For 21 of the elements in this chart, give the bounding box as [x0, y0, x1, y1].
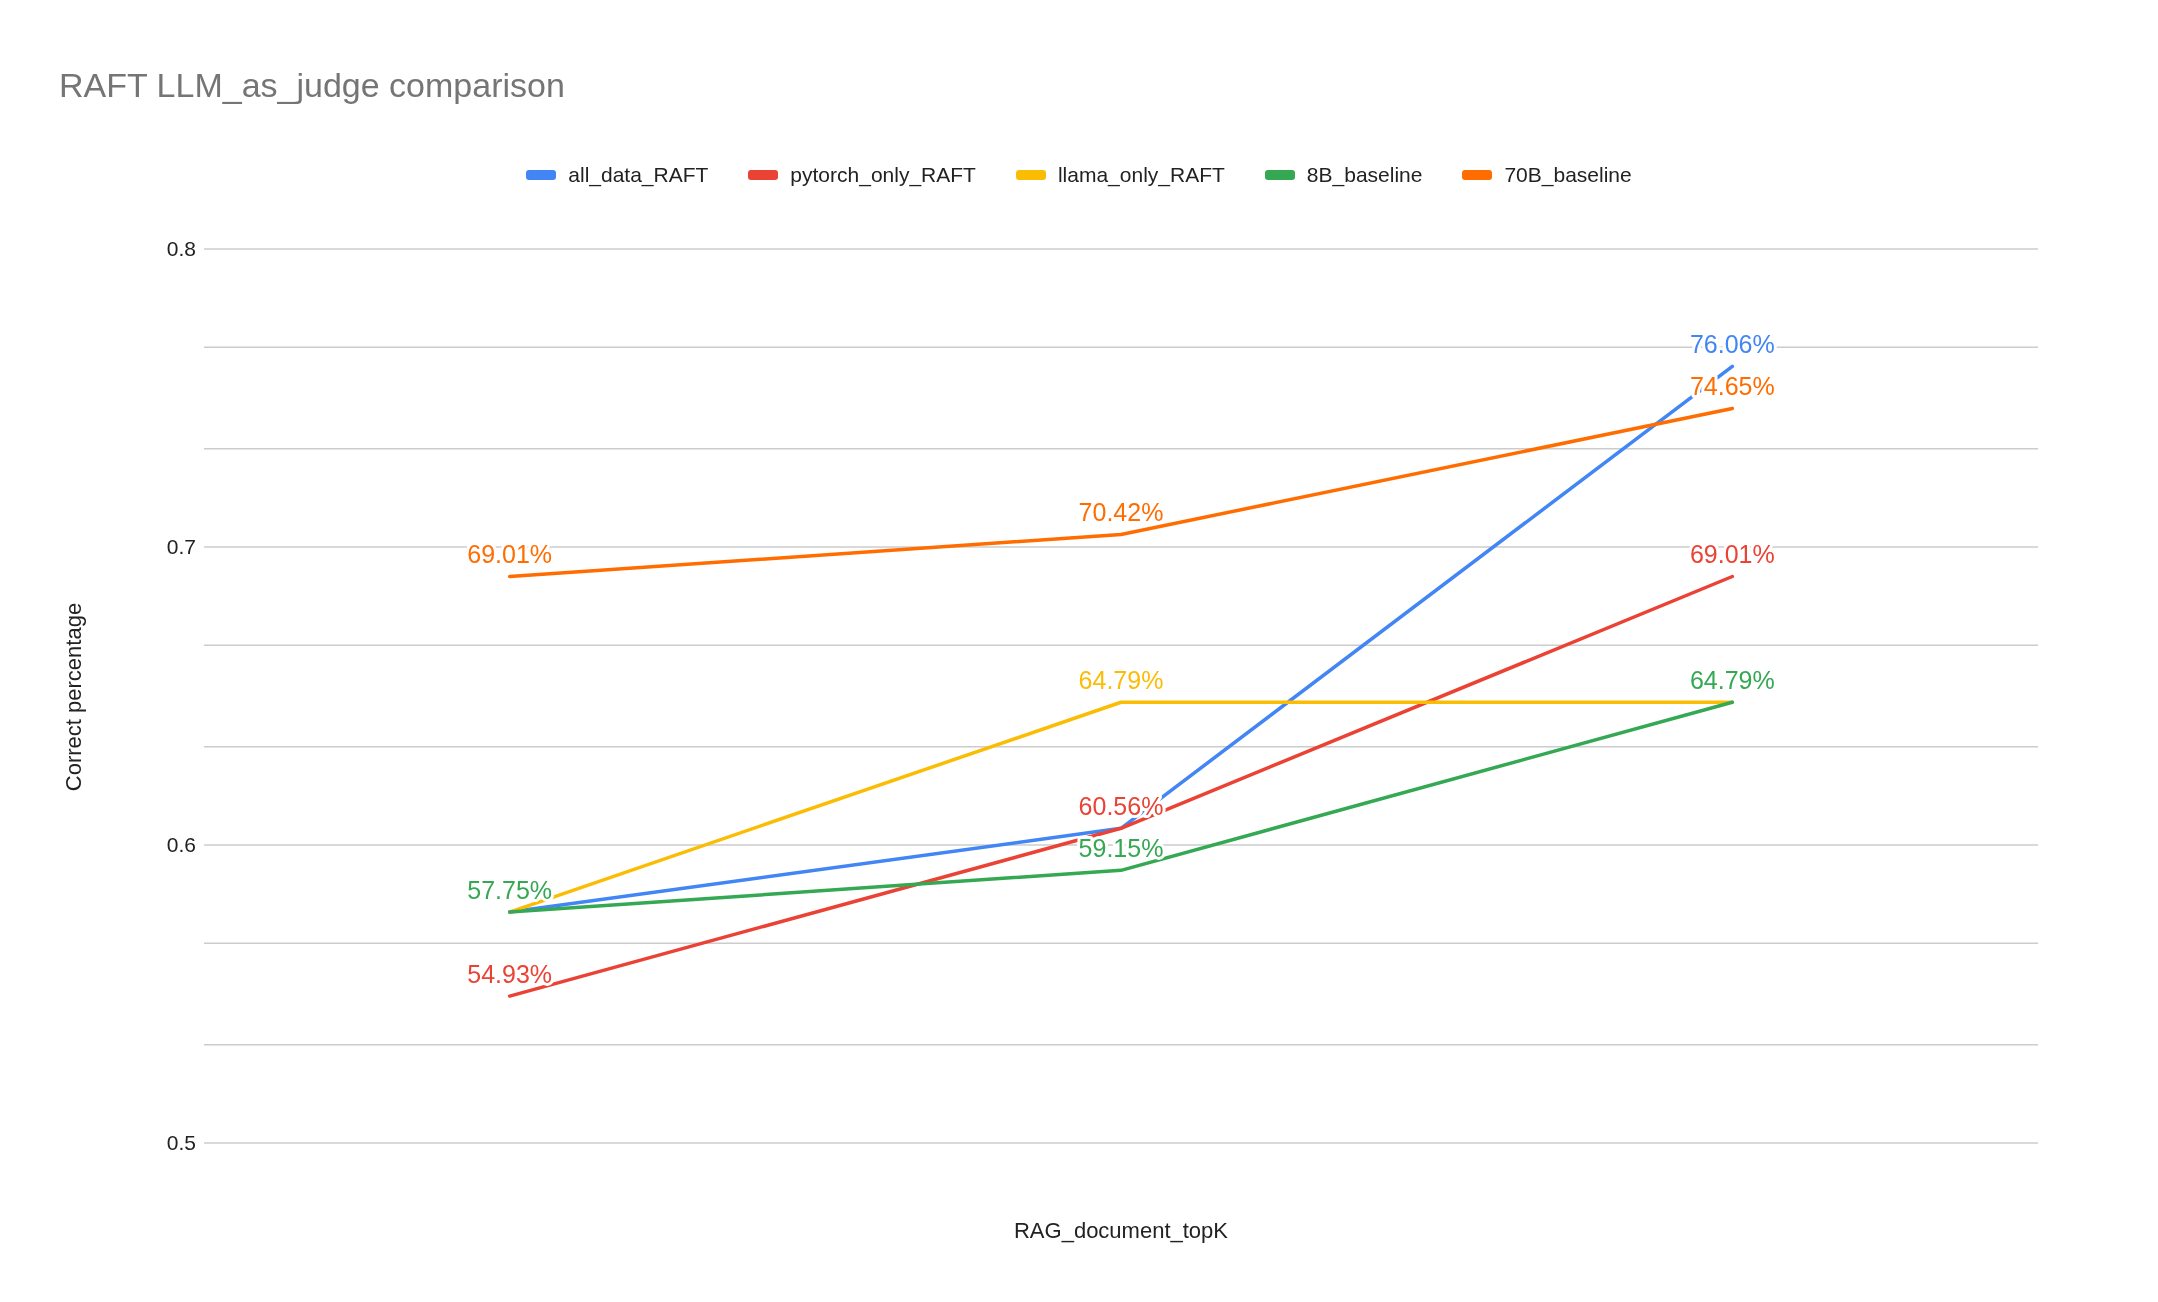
data-label: 69.01% — [467, 539, 553, 568]
legend-label: pytorch_only_RAFT — [790, 163, 976, 187]
legend-label: all_data_RAFT — [568, 163, 709, 187]
data-label: 59.15% — [1078, 834, 1164, 863]
data-label: 76.06% — [1689, 329, 1775, 358]
y-tick-label: 0.7 — [166, 535, 196, 559]
data-label: 54.93% — [467, 959, 553, 988]
y-tick-label: 0.6 — [166, 833, 196, 857]
data-label: 57.75% — [467, 875, 553, 904]
legend-label: 70B_baseline — [1504, 163, 1632, 187]
y-axis-title: Correct percentage — [61, 602, 87, 791]
legend-label: 8B_baseline — [1306, 163, 1423, 187]
y-tick-label: 0.5 — [166, 1131, 196, 1155]
legend-label: llama_only_RAFT — [1057, 163, 1225, 187]
data-label: 70.42% — [1078, 497, 1164, 526]
x-axis-title: RAG_document_topK — [1013, 1218, 1229, 1244]
chart-title: RAFT LLM_as_judge comparison — [59, 66, 565, 105]
data-label: 64.79% — [1078, 665, 1164, 694]
data-label: 64.79% — [1689, 665, 1775, 694]
y-tick-label: 0.8 — [166, 237, 196, 261]
data-label: 69.01% — [1689, 539, 1775, 568]
